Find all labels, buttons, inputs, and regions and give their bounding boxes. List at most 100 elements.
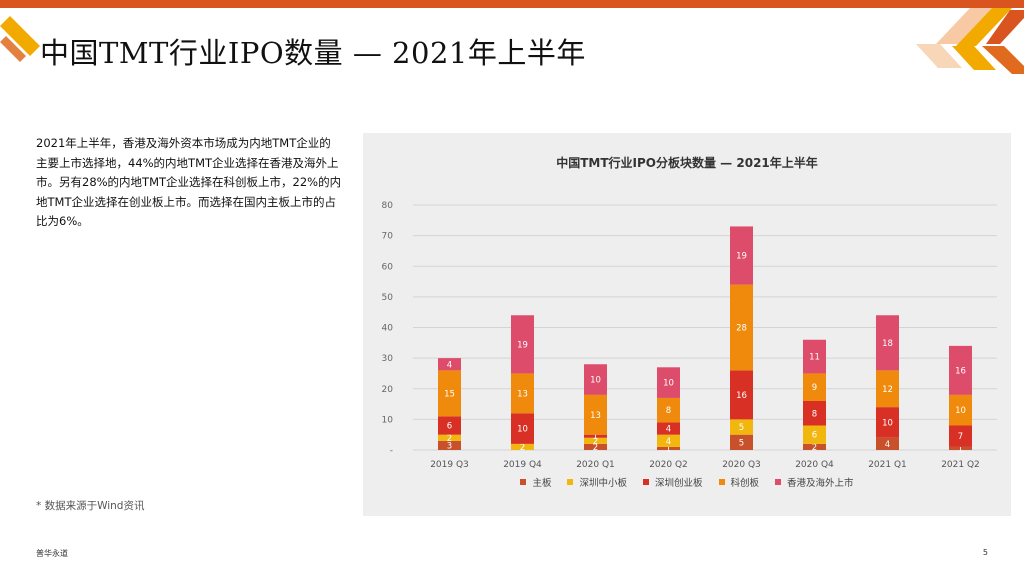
right-chevron-decoration <box>916 8 1024 74</box>
y-tick-label: - <box>390 446 393 456</box>
data-label: 2 <box>593 437 598 447</box>
bar-segment <box>511 413 534 444</box>
data-label: 6 <box>447 422 452 432</box>
bar-segment <box>657 446 680 450</box>
bar-segment <box>584 364 607 395</box>
data-label: 4 <box>447 360 452 370</box>
legend-item: 香港及海外上市 <box>775 475 854 489</box>
data-label: 11 <box>809 353 820 363</box>
data-label: 2 <box>812 443 817 453</box>
y-tick-label: 10 <box>382 415 394 425</box>
y-tick-label: 30 <box>382 354 394 364</box>
data-label: 8 <box>812 409 817 419</box>
bar-segment <box>730 434 753 450</box>
legend-label: 深圳创业板 <box>654 478 703 489</box>
x-tick-label: 2020 Q2 <box>649 460 688 470</box>
bar-segment <box>730 370 753 420</box>
bar-segment <box>949 446 972 450</box>
bar-segment <box>730 226 753 285</box>
data-label: 1 <box>958 444 963 454</box>
page-number: 5 <box>982 548 988 557</box>
bar-segment <box>657 422 680 435</box>
data-label: 6 <box>812 431 817 441</box>
bar-segment <box>657 367 680 398</box>
legend-label: 香港及海外上市 <box>787 478 854 489</box>
bar-segment <box>438 358 461 371</box>
data-label: 5 <box>739 438 744 448</box>
data-label: 8 <box>666 406 671 416</box>
bar-segment <box>730 419 753 435</box>
bar-segment <box>876 315 899 371</box>
data-label: 5 <box>739 423 744 433</box>
data-label: 13 <box>517 389 528 399</box>
x-tick-label: 2021 Q2 <box>941 460 980 470</box>
footer-brand: 普华永道 <box>36 549 68 558</box>
bar-segment <box>876 370 899 408</box>
x-tick-label: 2019 Q4 <box>503 460 542 470</box>
data-label: 15 <box>444 389 455 399</box>
y-tick-label: 80 <box>382 201 394 211</box>
bar-segment <box>438 434 461 441</box>
data-label: 4 <box>666 437 671 447</box>
legend-label: 科创板 <box>730 478 760 489</box>
bar-segment <box>730 284 753 371</box>
data-label: 10 <box>955 406 966 416</box>
bar-segment <box>511 315 534 374</box>
data-label: 19 <box>517 340 528 350</box>
data-label: 13 <box>590 411 601 421</box>
bar-segment <box>511 443 534 450</box>
y-tick-label: 50 <box>382 293 394 303</box>
legend-item: 主板 <box>520 475 551 489</box>
bar-segment <box>584 437 607 444</box>
data-label: 10 <box>663 379 674 389</box>
left-chevron-decoration <box>0 16 40 62</box>
data-label: 18 <box>882 339 893 349</box>
bar-segment <box>949 394 972 426</box>
data-label: 2 <box>593 443 598 453</box>
legend-item: 科创板 <box>718 475 760 489</box>
data-source-note: * 数据来源于Wind资讯 <box>36 500 145 512</box>
data-label: 9 <box>812 383 817 393</box>
x-tick-label: 2019 Q3 <box>430 460 469 470</box>
y-tick-label: 20 <box>382 385 394 395</box>
data-label: 10 <box>882 418 893 428</box>
y-tick-label: 40 <box>382 324 394 334</box>
data-label: 10 <box>517 425 528 435</box>
bar-segment <box>803 373 826 401</box>
data-label: 2 <box>520 443 525 453</box>
bar-segment <box>657 434 680 447</box>
bar-segment <box>803 443 826 450</box>
x-tick-label: 2020 Q4 <box>795 460 834 470</box>
x-tick-label: 2020 Q1 <box>576 460 615 470</box>
bar-segment <box>876 437 899 450</box>
data-label: 16 <box>736 391 747 401</box>
y-tick-label: 70 <box>382 232 394 242</box>
summary-paragraph: 2021年上半年，香港及海外资本市场成为内地TMT企业的主要上市选择地，44%的… <box>36 136 342 228</box>
legend-label: 深圳中小板 <box>579 478 627 489</box>
legend-swatch <box>642 479 649 485</box>
x-tick-label: 2021 Q1 <box>868 460 907 470</box>
bar-segment <box>438 416 461 435</box>
legend-swatch <box>520 479 527 485</box>
data-label: 4 <box>666 425 671 435</box>
legend-swatch <box>567 479 574 485</box>
bar-segment <box>657 397 680 423</box>
bar-segment <box>949 425 972 447</box>
bar-segment <box>511 373 534 414</box>
chart-panel: 中国TMT行业IPO分板块数量 — 2021年上半年 - 10 20 30 40 50 60… <box>363 133 1011 516</box>
bar-segment <box>949 345 972 395</box>
legend-swatch <box>718 479 725 485</box>
data-label: 10 <box>590 376 601 386</box>
bar-segment <box>876 407 899 438</box>
data-label: 1 <box>666 444 671 454</box>
page-title: 中国TMT行业IPO数量 — 2021年上半年 <box>40 36 586 70</box>
legend-label: 主板 <box>532 478 552 489</box>
data-label: 28 <box>736 324 747 334</box>
x-tick-label: 2020 Q3 <box>722 460 761 470</box>
legend-swatch <box>775 479 782 485</box>
bar-segment <box>803 401 826 426</box>
bar-segment <box>803 425 826 444</box>
legend-item: 深圳创业板 <box>642 475 703 489</box>
bar-segment <box>803 339 826 374</box>
